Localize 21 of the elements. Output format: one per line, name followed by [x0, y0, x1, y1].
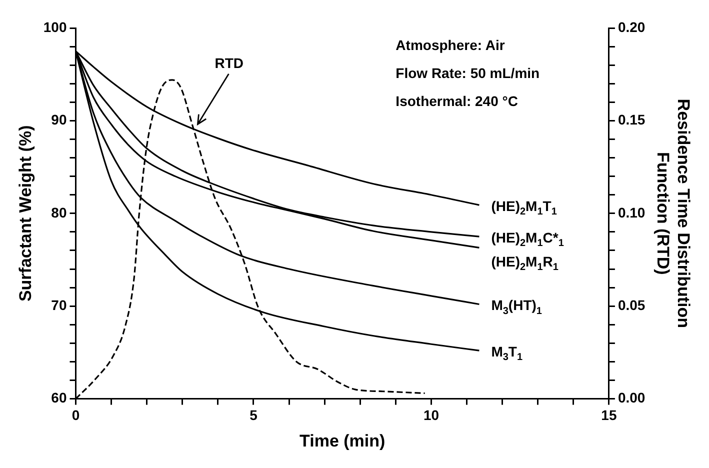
x-tick-label: 10 [423, 407, 440, 424]
annotation: Atmosphere: Air [396, 36, 506, 53]
annotation: Isothermal: 240 °C [396, 92, 518, 109]
x-axis-title: Time (min) [300, 431, 386, 450]
y-tick-label: 80 [51, 204, 67, 220]
y2-tick-label: 0.10 [618, 204, 646, 220]
text: RTD [214, 54, 244, 71]
y2-axis-title: Residence Time Distribution Function (RTD) [654, 98, 694, 328]
y-axis-title: Surfactant Weight (%) [16, 125, 35, 302]
x-tick-label: 5 [250, 407, 258, 424]
y-tick-label: 100 [43, 18, 67, 35]
x-tick-label: 15 [601, 407, 617, 424]
x-tick-label: 0 [72, 407, 80, 424]
y2-tick-label: 0.05 [618, 296, 646, 313]
y-tick-label: 70 [51, 296, 67, 313]
y2-tick-label: 0.15 [618, 112, 646, 128]
y-tick-label: 60 [51, 390, 67, 406]
y2-tick-label: 0.00 [618, 390, 646, 406]
y-tick-label: 90 [51, 112, 67, 128]
annotation: Flow Rate: 50 mL/min [396, 64, 540, 81]
y2-tick-label: 0.20 [618, 18, 646, 35]
